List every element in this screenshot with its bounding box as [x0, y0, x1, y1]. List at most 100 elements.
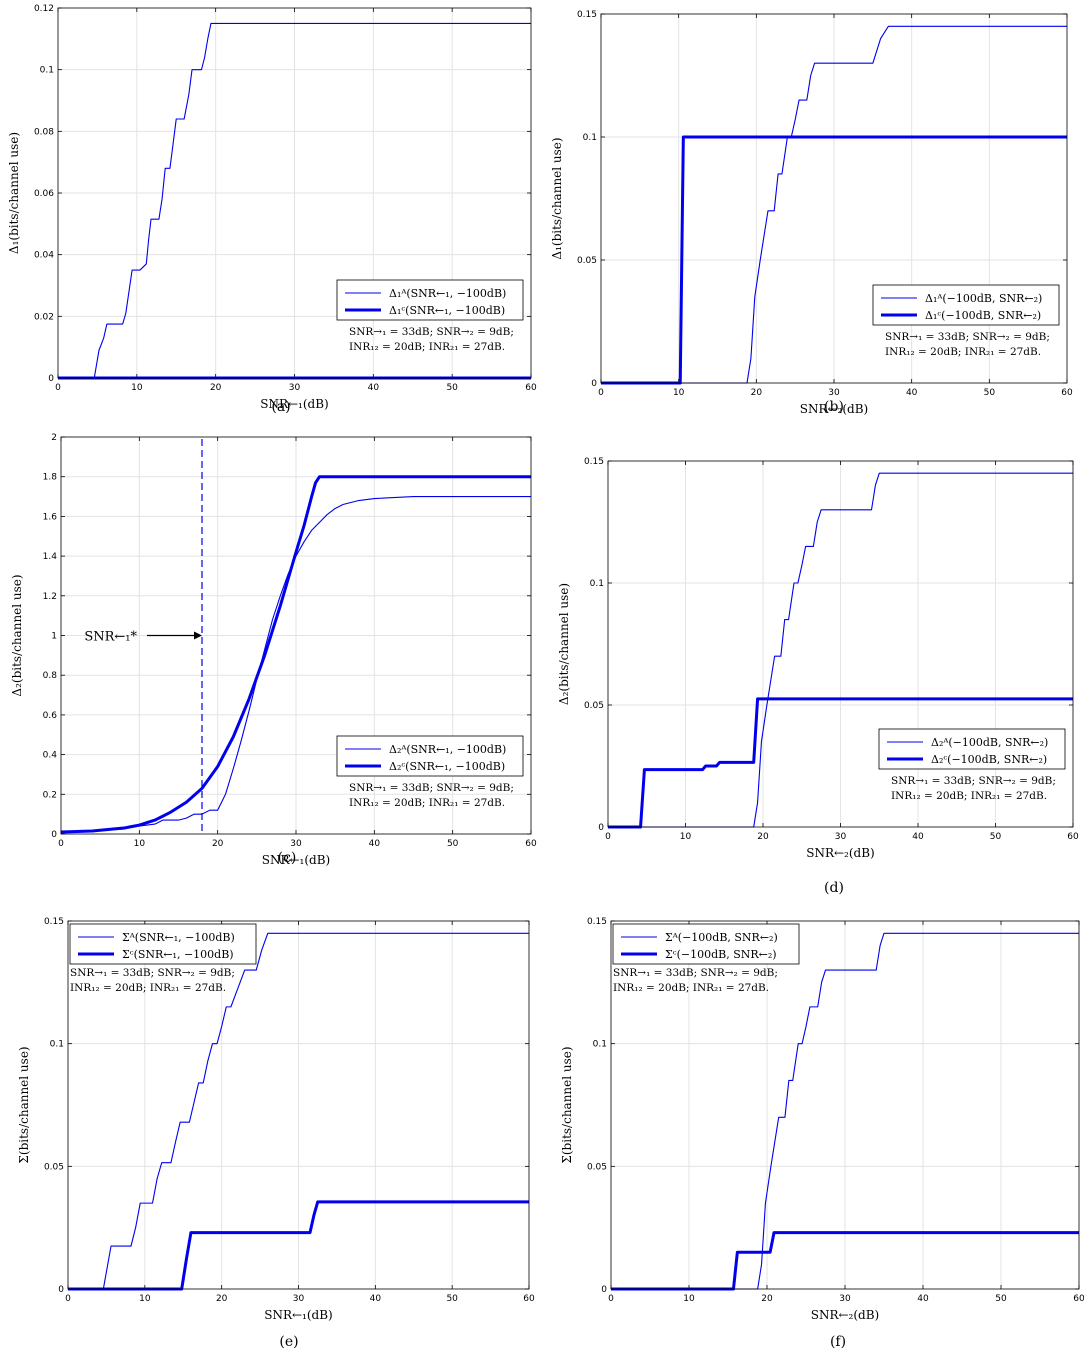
x-tick-label: 10	[680, 832, 692, 842]
x-axis-label: SNR←₁(dB)	[260, 397, 328, 411]
y-tick-label: 0	[591, 379, 597, 389]
y-tick-label: 0.12	[34, 4, 54, 14]
parameter-note: INR₁₂ = 20dB; INR₂₁ = 27dB.	[349, 341, 505, 353]
x-tick-label: 60	[1067, 832, 1079, 842]
x-tick-label: 0	[605, 832, 611, 842]
legend-box	[612, 923, 800, 965]
y-tick-label: 0.08	[34, 127, 54, 137]
x-tick-label: 30	[293, 1294, 305, 1304]
x-tick-label: 20	[757, 832, 769, 842]
x-tick-label: 60	[523, 1294, 535, 1304]
panel-label: (a)	[271, 399, 290, 415]
legend: Δ₁ᴬ(−100dB, SNR←₂) Δ₁ᶜ(−100dB, SNR←₂)	[872, 284, 1060, 326]
y-tick-label: 0	[601, 1285, 607, 1295]
y-tick-label: 0.1	[590, 579, 604, 589]
legend-entry: Δ₂ᴬ(−100dB, SNR←₂)	[931, 736, 1048, 749]
y-tick-label: 0.05	[577, 256, 597, 266]
axis-frame	[67, 920, 530, 1290]
panel-d: 0 10 20 30 40 50 60 0 0.05 0.1 0.15 SNR←₂(dB) Δ₂(bit…	[557, 457, 1079, 896]
y-tick-label: 0.05	[584, 701, 604, 711]
x-tick-label: 30	[290, 839, 302, 849]
legend-entry: Δ₁ᶜ(SNR←₁, −100dB)	[389, 304, 505, 317]
parameter-note: INR₁₂ = 20dB; INR₂₁ = 27dB.	[891, 790, 1047, 802]
panel-label: (d)	[824, 880, 844, 896]
axis-frame	[600, 13, 1068, 384]
legend-entry: Δ₁ᴬ(−100dB, SNR←₂)	[925, 292, 1042, 305]
series-line-A	[58, 22, 531, 379]
panel-e: 0 10 20 30 40 50 60 0 0.05 0.1 0.15 SNR←₁(dB) Σ(bits…	[17, 917, 535, 1350]
x-tick-label: 10	[134, 839, 146, 849]
series-line-A	[611, 932, 1079, 1290]
x-tick-label: 30	[839, 1294, 851, 1304]
y-tick-label: 2	[51, 433, 57, 443]
x-tick-label: 0	[58, 839, 64, 849]
x-tick-label: 60	[1061, 388, 1073, 398]
y-tick-label: 0.02	[34, 312, 54, 322]
parameter-note: SNR→₁ = 33dB; SNR→₂ = 9dB;	[349, 782, 514, 794]
legend-box	[336, 735, 524, 777]
series-line-A	[60, 495, 531, 833]
x-tick-label: 10	[131, 383, 143, 393]
y-tick-label: 0.15	[587, 917, 607, 927]
x-tick-label: 30	[289, 383, 301, 393]
y-tick-label: 1.6	[43, 512, 58, 522]
series-line-C	[68, 1200, 529, 1291]
y-tick-label: 0.06	[34, 189, 54, 199]
x-tick-label: 50	[446, 383, 458, 393]
x-tick-label: 40	[912, 832, 924, 842]
x-tick-label: 30	[835, 832, 847, 842]
legend-box	[872, 284, 1060, 326]
parameter-note: INR₁₂ = 20dB; INR₂₁ = 27dB.	[613, 982, 769, 994]
y-axis-label: Δ₂(bits/channel use)	[557, 583, 571, 705]
series-line-A	[608, 472, 1073, 828]
y-axis-label: Σ(bits/channel use)	[17, 1046, 31, 1163]
x-tick-label: 40	[369, 839, 381, 849]
parameter-note: SNR→₁ = 33dB; SNR→₂ = 9dB;	[349, 326, 514, 338]
y-tick-label: 0.15	[584, 457, 604, 467]
panel-a: 0 10 20 30 40 50 60 0 0.02 0.04 0.06 0.08 0.1 0.12 SNR…	[7, 4, 537, 415]
annotation-label: SNR←₁*	[84, 630, 137, 645]
legend-entry: Δ₁ᶜ(−100dB, SNR←₂)	[925, 309, 1041, 322]
x-tick-label: 50	[990, 832, 1002, 842]
axis-frame	[57, 7, 532, 379]
y-axis-label: Δ₁(bits/channel use)	[7, 132, 21, 254]
x-tick-label: 40	[917, 1294, 929, 1304]
legend-entry: Σᴬ(SNR←₁, −100dB)	[122, 931, 235, 944]
legend-entry: Δ₂ᶜ(SNR←₁, −100dB)	[389, 760, 505, 773]
legend-box	[878, 728, 1066, 770]
y-tick-label: 0	[48, 374, 54, 384]
y-tick-label: 0.04	[34, 251, 54, 261]
panel-label: (e)	[279, 1334, 298, 1350]
x-tick-label: 10	[673, 388, 685, 398]
legend-entry: Δ₂ᴬ(SNR←₁, −100dB)	[389, 743, 506, 756]
legend-box	[336, 279, 524, 321]
y-tick-label: 0.15	[44, 917, 64, 927]
x-tick-label: 0	[598, 388, 604, 398]
panel-b: 0 10 20 30 40 50 60 0 0.05 0.1 0.15 SNR←₂(dB) Δ₁(bit…	[550, 10, 1073, 416]
legend-entry: Δ₂ᶜ(−100dB, SNR←₂)	[931, 753, 1047, 766]
legend-entry: Σᴬ(−100dB, SNR←₂)	[665, 931, 778, 944]
x-tick-label: 20	[212, 839, 224, 849]
x-axis-label: SNR←₁(dB)	[264, 1308, 332, 1322]
axis-frame	[610, 920, 1080, 1290]
y-axis-label: Σ(bits/channel use)	[560, 1046, 574, 1163]
y-tick-label: 0.1	[583, 133, 597, 143]
y-tick-label: 0.05	[587, 1162, 607, 1172]
x-axis-label: SNR←₂(dB)	[811, 1308, 879, 1322]
annotation-arrow-head	[194, 631, 202, 640]
parameter-note: SNR→₁ = 33dB; SNR→₂ = 9dB;	[70, 967, 235, 979]
panel-label: (c)	[278, 850, 297, 866]
y-tick-label: 0	[58, 1285, 64, 1295]
y-axis-label: Δ₁(bits/channel use)	[550, 137, 564, 259]
series-line-A	[68, 932, 529, 1290]
y-tick-label: 0	[598, 823, 604, 833]
x-tick-label: 50	[995, 1294, 1007, 1304]
parameter-note: INR₁₂ = 20dB; INR₂₁ = 27dB.	[349, 797, 505, 809]
legend: Δ₁ᴬ(SNR←₁, −100dB) Δ₁ᶜ(SNR←₁, −100dB)	[336, 279, 524, 321]
y-tick-label: 0.6	[43, 711, 58, 721]
y-tick-label: 1	[51, 632, 57, 642]
x-axis-label: SNR←₂(dB)	[800, 402, 868, 416]
y-tick-label: 1.8	[43, 473, 58, 483]
y-tick-label: 0.05	[44, 1162, 64, 1172]
panel-label: (b)	[824, 399, 844, 415]
